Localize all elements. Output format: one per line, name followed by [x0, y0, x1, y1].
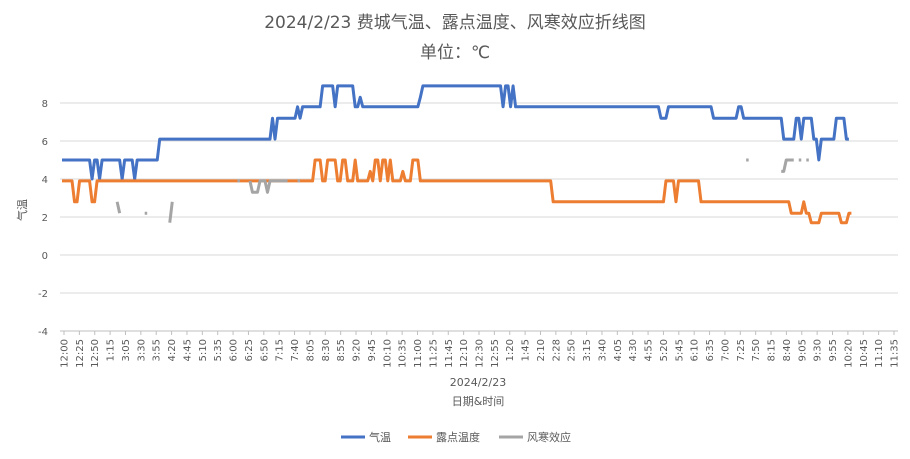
x-tick-label: 4:55: [644, 339, 655, 361]
x-tick-label: 4:30: [628, 339, 639, 361]
series-line-3: [115, 158, 809, 223]
x-tick-label: 12:25: [75, 339, 86, 368]
x-tick-label: 8:30: [321, 339, 332, 361]
x-tick-label: 7:25: [736, 339, 747, 361]
x-tick-label: 7:00: [720, 339, 731, 361]
x-axis: 12:00 12:25 12:50 1:15 3:05 3:30 3:55 4:20 4:45 5…: [60, 330, 901, 368]
chart-title: 2024/2/23 费城气温、露点温度、风寒效应折线图: [264, 13, 646, 33]
x-tick-label: 11:10: [874, 339, 885, 368]
x-tick-label: 5:20: [659, 339, 670, 361]
series-line-1: [62, 84, 849, 181]
y-tick-label: 6: [42, 137, 48, 148]
legend-label: 风寒效应: [527, 430, 571, 444]
x-tick-label: 3:05: [121, 339, 132, 361]
x-tick-label: 12:30: [475, 339, 486, 368]
x-tick-label: 3:30: [136, 339, 147, 361]
x-tick-label: 10:35: [398, 339, 409, 368]
x-tick-label: 7:40: [290, 339, 301, 361]
legend-label: 气温: [369, 430, 391, 444]
x-tick-label: 2:50: [567, 339, 578, 361]
x-tick-label: 1:15: [106, 339, 117, 361]
x-tick-label: 5:35: [213, 339, 224, 361]
x-tick-label: 4:05: [613, 339, 624, 361]
x-tick-label: 7:15: [275, 339, 286, 361]
y-axis-label: 气温: [15, 199, 29, 221]
x-tick-label: 9:05: [797, 339, 808, 361]
x-tick-label: 2:10: [536, 339, 547, 361]
x-tick-label: 4:45: [182, 339, 193, 361]
y-tick-label: -4: [38, 327, 48, 338]
x-tick-label: 12:10: [459, 339, 470, 368]
x-tick-label: 12:55: [490, 339, 501, 368]
x-tick-label: 4:20: [167, 339, 178, 361]
x-tick-label: 8:55: [336, 339, 347, 361]
y-tick-label: 4: [42, 175, 48, 186]
x-tick-label: 8:05: [305, 339, 316, 361]
x-tick-label: 11:00: [413, 339, 424, 368]
x-tick-label: 5:10: [198, 339, 209, 361]
x-tick-label: 7:50: [751, 339, 762, 361]
x-tick-label: 6:25: [244, 339, 255, 361]
x-tick-label: 6:35: [705, 339, 716, 361]
x-tick-label: 5:45: [674, 339, 685, 361]
x-tick-label: 8:15: [767, 339, 778, 361]
x-tick-label: 11:45: [444, 339, 455, 368]
x-tick-label: 10:45: [859, 339, 870, 368]
x-tick-label: 9:30: [813, 339, 824, 361]
x-axis-label: 日期&时间: [452, 395, 505, 408]
y-tick-label: 8: [42, 99, 48, 110]
x-tick-label: 3:40: [597, 339, 608, 361]
x-tick-label: 12:50: [90, 339, 101, 368]
y-tick-label: 0: [42, 251, 48, 262]
x-tick-label: 11:25: [428, 339, 439, 368]
x-tick-label: 6:00: [229, 339, 240, 361]
x-tick-label: 6:10: [690, 339, 701, 361]
chart-subtitle: 单位：℃: [420, 43, 490, 63]
y-tick-label: 2: [42, 213, 48, 224]
x-tick-label: 9:55: [828, 339, 839, 361]
x-group-label: 2024/2/23: [450, 376, 506, 389]
y-axis-ticks: 8 6 4 2 0 -2 -4: [38, 99, 48, 338]
y-tick-label: -2: [38, 289, 48, 300]
x-tick-label: 9:45: [367, 339, 378, 361]
x-tick-label: 10:20: [843, 339, 854, 368]
x-tick-label: 9:20: [352, 339, 363, 361]
legend: 气温 露点温度 风寒效应: [341, 430, 571, 444]
x-tick-label: 11:35: [890, 339, 901, 368]
series-lines: [62, 84, 852, 225]
x-tick-label: 1:45: [521, 339, 532, 361]
x-tick-label: 1:20: [505, 339, 516, 361]
x-tick-label: 3:55: [152, 339, 163, 361]
x-tick-label: 10:10: [382, 339, 393, 368]
x-tick-label: 12:00: [60, 339, 71, 368]
x-tick-label: 6:50: [259, 339, 270, 361]
x-tick-label: 8:40: [782, 339, 793, 361]
x-tick-label: 3:15: [582, 339, 593, 361]
x-tick-label: 2:28: [551, 339, 562, 361]
series-line-2: [62, 158, 852, 225]
legend-label: 露点温度: [436, 430, 480, 444]
